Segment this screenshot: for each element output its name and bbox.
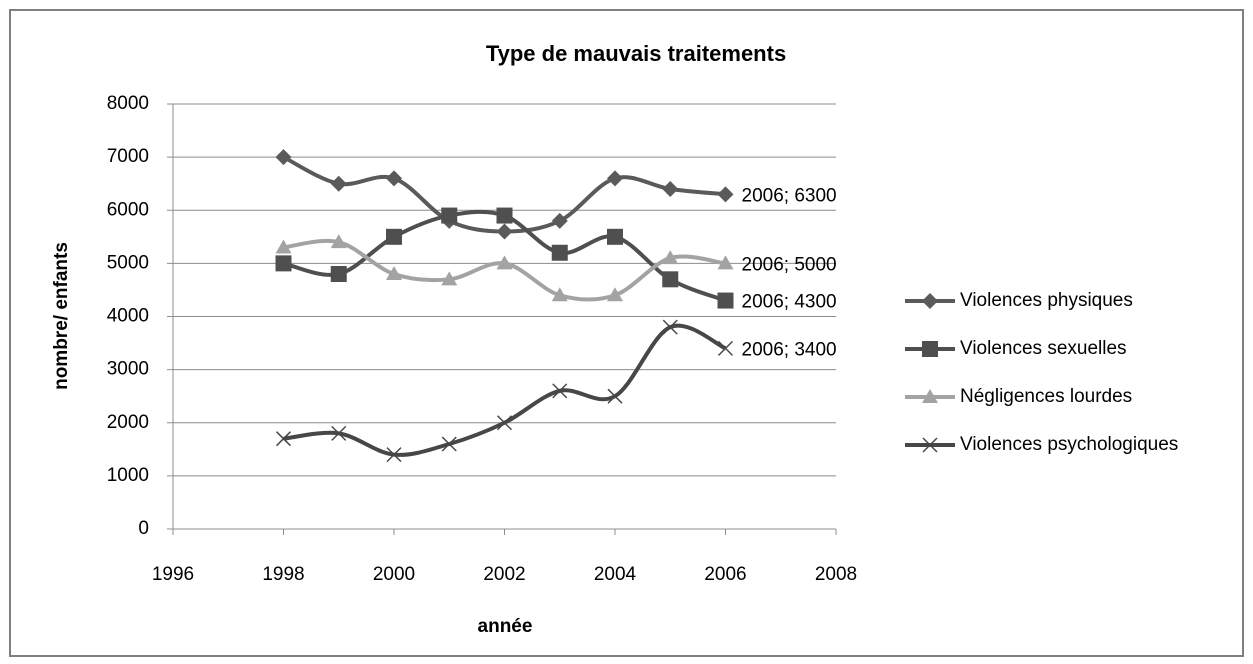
marker — [386, 447, 402, 463]
marker — [386, 170, 402, 187]
marker — [551, 244, 568, 261]
marker — [330, 175, 347, 192]
marker — [662, 271, 679, 288]
marker — [275, 431, 292, 447]
marker — [717, 255, 734, 270]
x-tick-label: 2000 — [373, 564, 415, 585]
marker — [386, 266, 402, 280]
x-tick-label: 1996 — [152, 564, 194, 585]
marker — [330, 234, 347, 249]
data-label: 2006; 3400 — [742, 339, 837, 360]
marker — [275, 239, 292, 254]
y-tick-label: 6000 — [107, 199, 149, 220]
marker — [496, 255, 513, 270]
marker — [551, 212, 568, 229]
y-tick-label: 8000 — [107, 93, 149, 114]
x-tick-label: 2004 — [594, 564, 637, 585]
marker — [662, 250, 679, 265]
chart-frame — [9, 9, 1244, 657]
y-tick-label: 7000 — [107, 146, 149, 167]
marker — [607, 170, 623, 187]
x-tick-label: 2008 — [815, 564, 857, 585]
y-tick-label: 4000 — [107, 306, 149, 327]
x-tick-label: 2002 — [483, 564, 525, 585]
marker — [496, 207, 513, 224]
y-tick-label: 3000 — [107, 359, 149, 380]
marker — [496, 223, 513, 240]
y-axis-title: nombre/ enfants — [51, 242, 72, 390]
marker — [496, 415, 513, 431]
x-tick-label: 2006 — [704, 564, 746, 585]
marker — [386, 228, 402, 245]
x-axis-title: année — [478, 616, 533, 637]
marker — [441, 207, 458, 224]
marker — [662, 319, 678, 335]
legend-marker — [922, 293, 938, 309]
legend-marker — [922, 389, 938, 403]
legend-label: Négligences lourdes — [960, 386, 1132, 407]
y-tick-label: 2000 — [107, 412, 149, 433]
marker — [551, 287, 568, 302]
legend-marker — [922, 437, 938, 453]
marker — [331, 425, 347, 441]
legend-marker — [922, 341, 938, 357]
legend-label: Violences physiques — [960, 290, 1133, 311]
data-label: 2006; 5000 — [742, 254, 837, 275]
chart-title: Type de mauvais traitements — [486, 41, 786, 66]
data-label: 2006; 6300 — [742, 185, 837, 206]
y-tick-label: 0 — [138, 518, 149, 539]
marker — [607, 287, 623, 302]
series-line — [283, 323, 727, 457]
x-tick-label: 1998 — [262, 564, 304, 585]
marker — [717, 186, 734, 203]
legend-label: Violences psychologiques — [960, 434, 1178, 455]
marker — [275, 255, 292, 272]
marker — [275, 149, 292, 166]
marker — [607, 228, 623, 245]
marker — [441, 271, 458, 286]
marker — [717, 340, 734, 356]
marker — [662, 181, 679, 197]
y-tick-label: 1000 — [107, 465, 149, 486]
marker — [441, 436, 457, 452]
marker — [330, 266, 347, 282]
marker — [552, 383, 568, 399]
marker — [607, 388, 623, 404]
data-label: 2006; 4300 — [742, 292, 837, 313]
legend-label: Violences sexuelles — [960, 338, 1127, 359]
marker — [717, 292, 734, 309]
y-tick-label: 5000 — [107, 252, 149, 273]
